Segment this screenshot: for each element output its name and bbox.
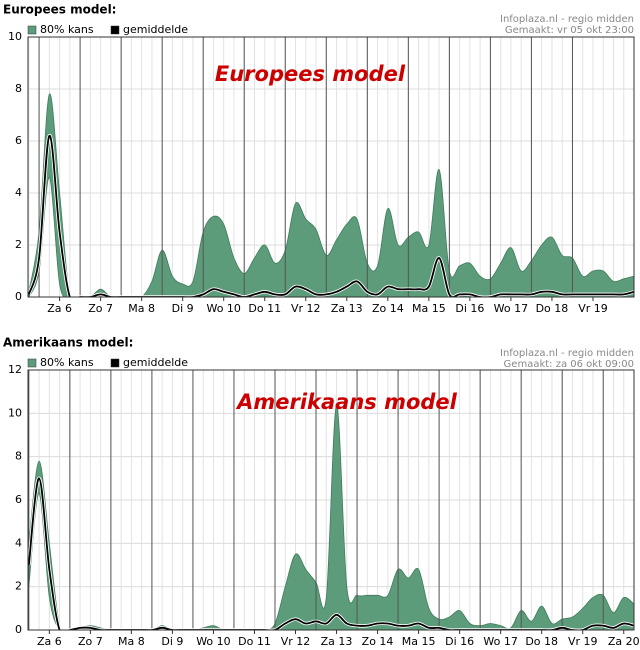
y-tick-label: 0 — [15, 290, 22, 303]
x-tick-label: Ma 8 — [118, 635, 145, 648]
y-tick-label: 10 — [8, 406, 22, 419]
x-tick-label: Do 18 — [525, 635, 558, 648]
created: Gemaakt: za 06 okt 09:00 — [504, 359, 634, 370]
x-tick-label: Di 16 — [455, 302, 484, 315]
source: Infoplaza.nl - regio midden — [500, 348, 634, 359]
legend-label: 80% kans — [40, 356, 94, 369]
plot-frame — [27, 36, 635, 298]
legend-label: gemiddelde — [123, 356, 188, 369]
x-tick-label: Wo 17 — [494, 302, 528, 315]
x-tick-label: Za 13 — [331, 302, 363, 315]
legend-swatch — [27, 358, 37, 368]
x-tick-label: Vr 19 — [578, 302, 608, 315]
y-tick-label: 4 — [15, 186, 22, 199]
legend-swatch — [110, 358, 120, 368]
y-tick-label: 8 — [15, 450, 22, 463]
mean-line — [28, 477, 634, 630]
panel-title: Europees model: — [3, 3, 116, 17]
legend-label: gemiddelde — [123, 23, 188, 36]
x-tick-label: Vr 19 — [568, 635, 598, 648]
x-tick-label: Wo 17 — [483, 635, 517, 648]
legend-swatch — [110, 25, 120, 35]
x-tick-label: Za 20 — [608, 635, 640, 648]
range-area — [28, 404, 634, 630]
y-tick-label: 2 — [15, 580, 22, 593]
x-tick-label: Do 11 — [248, 302, 281, 315]
x-tick-label: Do 11 — [238, 635, 271, 648]
x-tick-label: Wo 10 — [196, 635, 230, 648]
y-tick-label: 4 — [15, 536, 22, 549]
created: Gemaakt: vr 05 okt 23:00 — [505, 25, 634, 36]
y-tick-label: 0 — [15, 623, 22, 636]
y-tick-label: 8 — [15, 82, 22, 95]
x-tick-label: Za 13 — [321, 635, 353, 648]
x-tick-label: Ma 8 — [128, 302, 155, 315]
x-tick-label: Zo 14 — [372, 302, 404, 315]
legend-swatch — [27, 25, 37, 35]
watermark: Amerikaans model — [235, 390, 458, 414]
x-tick-label: Vr 12 — [281, 635, 311, 648]
x-tick-label: Vr 12 — [291, 302, 321, 315]
x-tick-label: Za 6 — [37, 635, 62, 648]
range-area — [28, 93, 634, 297]
x-tick-label: Di 16 — [445, 635, 474, 648]
y-tick-label: 2 — [15, 238, 22, 251]
x-tick-label: Di 9 — [161, 635, 183, 648]
x-tick-label: Do 18 — [536, 302, 569, 315]
source: Infoplaza.nl - regio midden — [500, 14, 634, 25]
watermark: Europees model — [215, 62, 406, 86]
x-tick-label: Zo 7 — [78, 635, 103, 648]
x-tick-label: Za 6 — [47, 302, 72, 315]
y-tick-label: 6 — [15, 134, 22, 147]
x-tick-label: Di 9 — [172, 302, 194, 315]
y-tick-label: 10 — [8, 30, 22, 43]
x-tick-label: Wo 10 — [206, 302, 240, 315]
x-tick-label: Ma 15 — [412, 302, 446, 315]
x-tick-label: Zo 14 — [362, 635, 394, 648]
mean-line — [28, 134, 634, 297]
y-tick-label: 12 — [8, 363, 22, 376]
plot-frame — [27, 369, 635, 631]
legend-label: 80% kans — [40, 23, 94, 36]
x-tick-label: Ma 15 — [402, 635, 436, 648]
panel-title: Amerikaans model: — [3, 336, 133, 350]
y-tick-label: 6 — [15, 493, 22, 506]
x-tick-label: Zo 7 — [88, 302, 113, 315]
